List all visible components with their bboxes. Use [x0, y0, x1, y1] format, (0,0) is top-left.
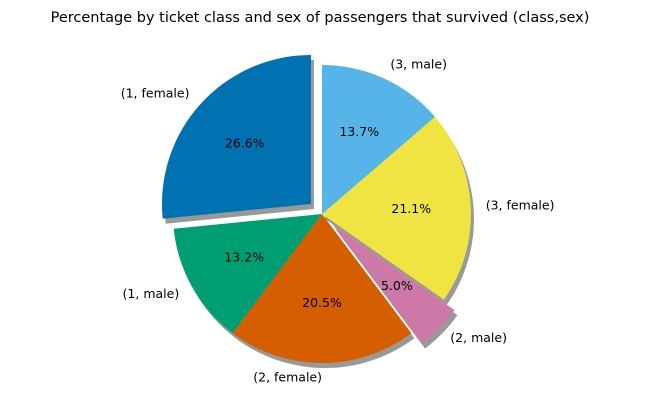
slice-label-2-male: (2, male) — [450, 330, 507, 345]
slice-percent-3-female: 21.1% — [391, 201, 431, 216]
pie-slice-2-male — [332, 224, 455, 344]
pie-slice-3-female — [322, 116, 471, 300]
slice-percent-1-male: 13.2% — [224, 249, 264, 264]
pie-slice-2-female — [232, 214, 412, 363]
slice-label-1-female: (1, female) — [121, 85, 190, 100]
slice-label-3-female: (3, female) — [486, 198, 555, 213]
slice-percent-1-female: 26.6% — [225, 135, 265, 150]
slice-label-2-female: (2, female) — [253, 369, 322, 384]
pie-slice-3-male — [322, 65, 435, 214]
slice-labels: (1, female) (1, male) (2, female) (2, male)… — [121, 57, 555, 385]
slice-percent-labels: 26.6% 13.2% 20.5% 5.0% 21.1% 13.7% — [224, 124, 431, 310]
pie-slices — [161, 54, 471, 363]
pie-slice-1-male — [173, 214, 322, 334]
pie-slice-1-female — [161, 54, 311, 219]
slice-label-3-male: (3, male) — [390, 57, 447, 72]
slice-percent-2-male: 5.0% — [381, 278, 413, 293]
slice-percent-2-female: 20.5% — [302, 295, 342, 310]
slice-label-1-male: (1, male) — [123, 286, 180, 301]
slice-percent-3-male: 13.7% — [339, 124, 379, 139]
chart-title: Percentage by ticket class and sex of pa… — [51, 10, 590, 26]
